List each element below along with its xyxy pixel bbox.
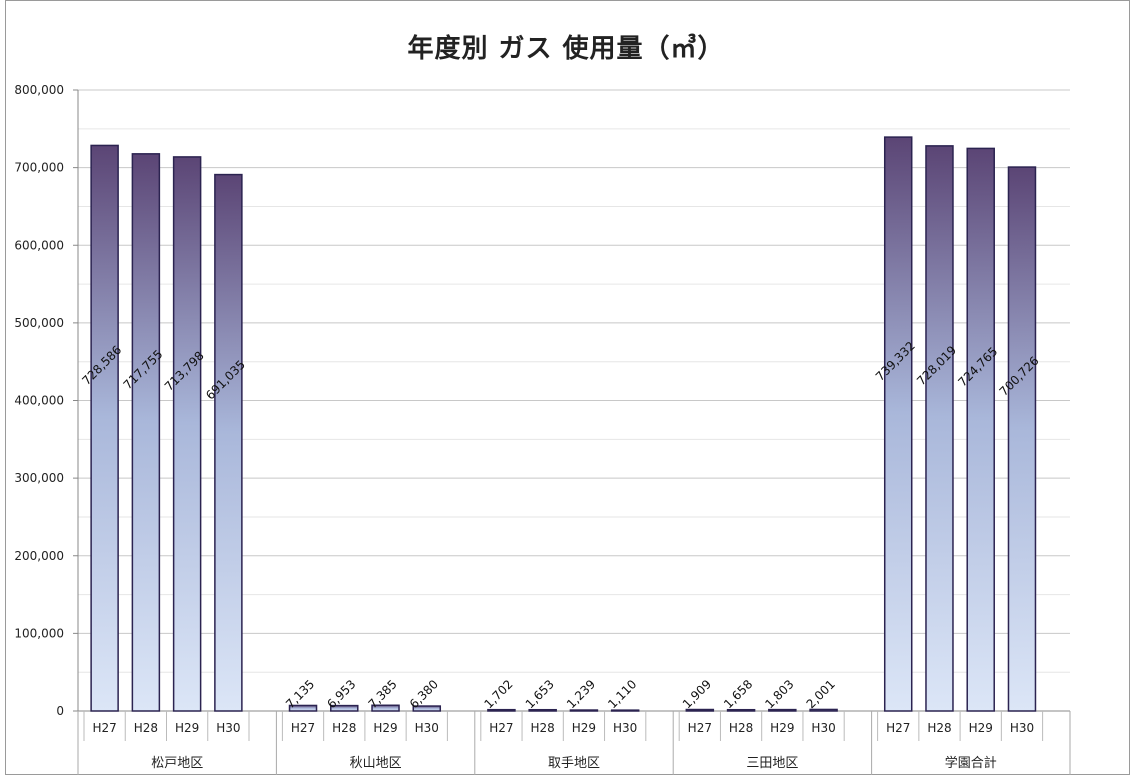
category-label: H28 [531,721,555,735]
data-label: 1,702 [481,677,515,711]
category-label: H29 [572,721,596,735]
bar [966,147,995,712]
category-label: H30 [415,721,439,735]
bar [288,704,318,712]
bar [1007,166,1037,712]
group-label: 学園合計 [945,755,997,771]
bar [685,708,715,712]
bar [214,173,243,712]
axes: 0 100,000 200,000 300,000 400,000 500,000 600,… [14,83,1071,775]
category-label: H27 [489,721,513,735]
y-tick-label: 100,000 [14,626,64,640]
category-label: H29 [175,721,199,735]
y-tick-label: 0 [56,704,64,718]
group-label: 取手地区 [548,756,600,771]
data-label: 1,653 [523,677,557,711]
category-label: H30 [613,721,637,735]
group-label: 三田地区 [746,756,798,771]
bar [768,708,797,712]
bar [809,708,838,712]
category-label: H28 [729,721,753,735]
category-label: H30 [811,721,835,735]
bar [726,708,756,712]
category-label: H27 [688,721,712,735]
category-label: H27 [92,721,116,735]
bar [610,709,640,712]
bar [569,709,599,712]
bar [330,704,359,712]
data-label: 2,001 [804,677,838,711]
data-label: 1,110 [605,677,639,711]
category-label: H27 [291,721,315,735]
category-label: H30 [216,721,240,735]
category-label: H29 [373,721,397,735]
y-tick-label: 400,000 [14,394,64,408]
bar [172,156,202,712]
category-label: H28 [134,721,158,735]
y-tick-label: 500,000 [14,316,64,330]
group-label: 秋山地区 [350,756,402,771]
category-label: H29 [770,721,794,735]
category-label: H27 [886,721,910,735]
group-label: 松戸地区 [151,756,203,771]
category-label: H30 [1010,721,1034,735]
chart-title: 年度別 ガス 使用量（㎥） [407,34,725,64]
y-tick-label: 800,000 [14,83,64,97]
bar [925,145,954,712]
category-label: H28 [927,721,951,735]
y-tick-label: 300,000 [14,471,64,485]
bar [528,708,557,712]
data-label: 1,658 [721,677,755,711]
bar [883,136,913,712]
y-tick-label: 600,000 [14,238,64,252]
bar [487,708,516,712]
data-label: 1,239 [564,677,598,711]
y-tick-label: 700,000 [14,161,64,175]
category-label: H29 [969,721,993,735]
bars [90,136,1037,712]
bar [90,144,119,712]
bar [371,704,400,712]
bar [412,705,442,712]
bar [131,153,161,712]
data-label: 1,803 [762,677,796,711]
y-tick-label: 200,000 [14,549,64,563]
data-label: 1,909 [680,677,714,711]
category-label: H28 [332,721,356,735]
